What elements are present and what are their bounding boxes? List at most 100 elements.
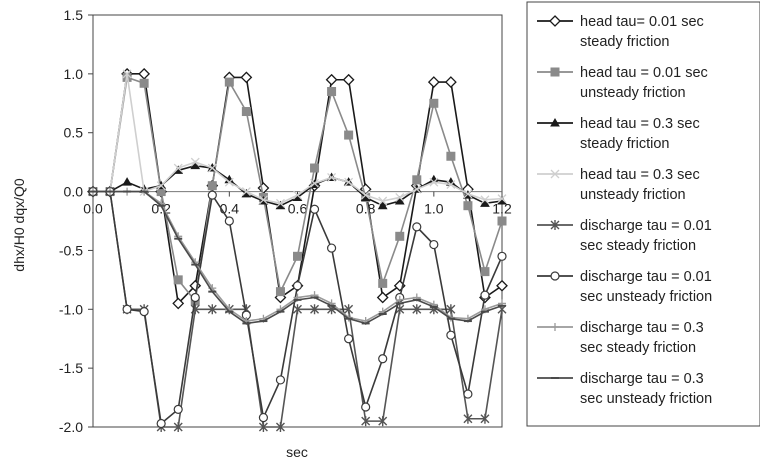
data-point	[550, 220, 560, 230]
data-point	[551, 323, 559, 331]
legend-label: head tau = 0.01 sec	[580, 65, 708, 81]
data-point	[258, 412, 269, 423]
data-point	[549, 15, 561, 27]
data-point	[480, 198, 490, 207]
y-tick-label: 1.5	[64, 7, 84, 23]
y-axis-title: dhx/H0 dqx/Q0	[11, 178, 27, 272]
data-point	[240, 71, 253, 84]
data-point	[258, 195, 268, 205]
y-tick-label: 0.5	[64, 125, 84, 141]
legend-item: head tau = 0.01 sec unsteady friction	[537, 65, 708, 101]
data-point	[378, 354, 388, 364]
data-point	[122, 304, 132, 314]
data-point	[394, 195, 405, 205]
data-point	[293, 190, 302, 200]
data-point	[327, 87, 337, 97]
data-point	[122, 69, 132, 79]
data-point	[293, 251, 302, 261]
data-point	[139, 78, 149, 88]
data-point	[224, 77, 234, 87]
x-tick-label: 0.8	[356, 201, 376, 217]
data-point	[139, 307, 149, 317]
data-point	[344, 177, 354, 187]
data-point	[342, 73, 355, 86]
plot-frame	[92, 14, 503, 428]
legend-label: sec steady friction	[580, 238, 696, 254]
data-point	[207, 190, 217, 200]
data-point	[293, 304, 302, 315]
y-tick-label: 0.0	[64, 184, 84, 200]
data-point	[310, 163, 320, 173]
data-point	[310, 178, 320, 188]
legend-label: sec unsteady friction	[580, 289, 712, 305]
y-tick-label: -2.0	[59, 419, 83, 435]
data-point	[190, 292, 200, 303]
data-point	[361, 402, 371, 412]
data-point	[173, 422, 183, 432]
data-point	[173, 404, 183, 414]
legend-label: unsteady friction	[580, 85, 686, 101]
legend-label: sec steady friction	[580, 340, 696, 356]
data-point	[412, 184, 422, 194]
legend-label: head tau= 0.01 sec	[580, 14, 704, 30]
data-point	[550, 271, 560, 281]
data-point	[429, 98, 439, 108]
data-point	[444, 76, 457, 89]
legend-label: steady friction	[580, 136, 669, 152]
data-point	[412, 175, 422, 185]
data-point	[122, 177, 132, 186]
legend-item: head tau= 0.01 sec steady friction	[537, 14, 704, 50]
data-point	[190, 160, 201, 170]
series-2	[88, 72, 507, 306]
data-point	[156, 181, 166, 191]
data-point	[480, 267, 490, 277]
data-point	[325, 73, 338, 86]
data-point	[378, 278, 388, 288]
data-point	[429, 239, 439, 250]
data-point	[480, 413, 490, 424]
data-point	[427, 76, 440, 89]
data-point	[446, 180, 456, 189]
data-point	[310, 304, 320, 315]
legend-item: head tau = 0.3 sec unsteady friction	[537, 167, 700, 203]
data-point	[309, 204, 320, 214]
legend-label: head tau = 0.3 sec	[580, 116, 700, 132]
data-point	[190, 157, 200, 167]
data-point	[412, 222, 422, 232]
x-axis-title: sec	[286, 444, 308, 460]
data-point	[275, 198, 285, 208]
data-point	[327, 172, 337, 182]
data-point	[172, 297, 185, 310]
legend-label: head tau = 0.3 sec	[580, 167, 700, 183]
y-tick-label: -1.0	[59, 301, 83, 317]
data-point	[377, 200, 388, 210]
x-tick-label: 1.0	[424, 201, 444, 217]
data-point	[496, 279, 508, 292]
legend-label: discharge tau = 0.01	[580, 218, 712, 234]
y-tick-label: -1.5	[59, 360, 83, 376]
data-point	[429, 177, 439, 187]
data-point	[344, 130, 354, 140]
data-point	[258, 422, 268, 432]
data-point	[480, 195, 490, 205]
data-point	[361, 190, 371, 200]
data-point	[480, 290, 490, 300]
data-point	[395, 231, 405, 241]
data-point	[224, 216, 234, 226]
data-point	[173, 163, 183, 173]
data-point	[463, 201, 473, 211]
data-point	[207, 304, 217, 315]
legend-label: discharge tau = 0.01	[580, 269, 712, 285]
legend-item: discharge tau = 0.01 sec unsteady frictio…	[537, 269, 712, 305]
data-point	[497, 216, 507, 226]
legend-label: steady friction	[580, 34, 669, 50]
data-point	[241, 107, 251, 117]
data-point	[463, 189, 473, 199]
data-point	[497, 251, 507, 261]
data-point	[207, 163, 217, 173]
series-8	[89, 190, 506, 325]
legend-label: unsteady friction	[580, 187, 686, 203]
